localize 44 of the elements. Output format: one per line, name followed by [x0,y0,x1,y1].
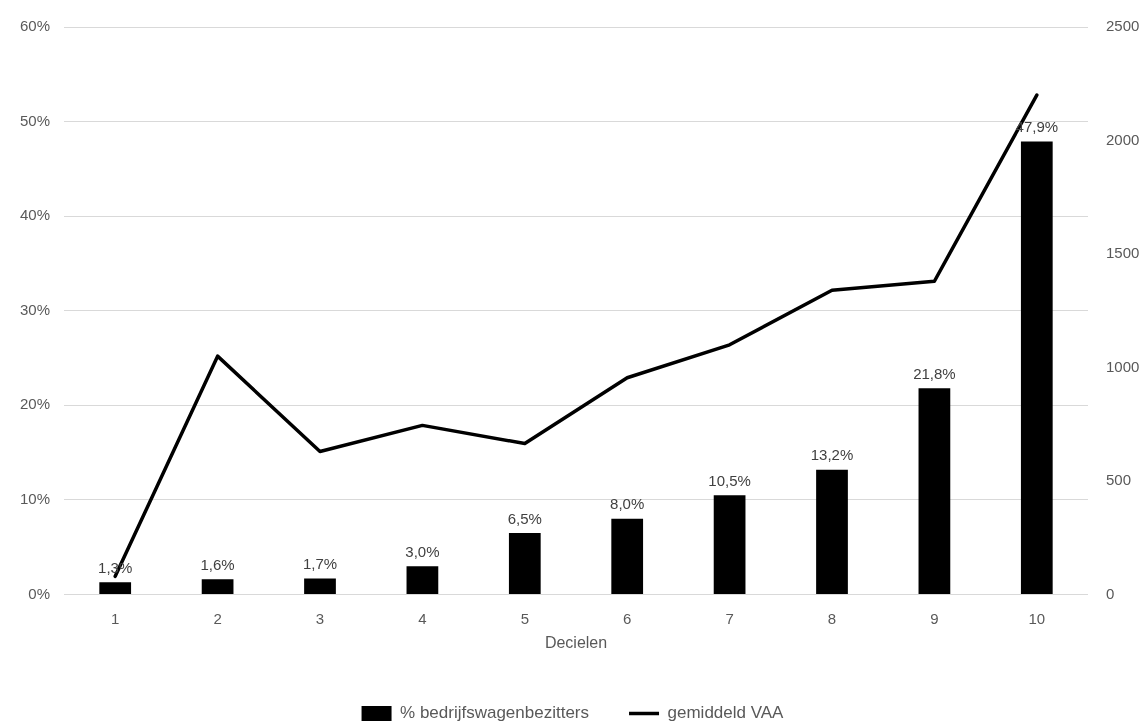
x-tick-label: 9 [930,609,939,627]
y-tick-label: 10% [19,490,50,508]
legend-label: gemiddeld VAA [667,703,785,723]
x-tick-label: 2 [213,609,222,627]
bar [918,388,951,594]
x-tick-label: 8 [827,609,837,627]
data-label: 1,6% [200,556,235,574]
y-tick-label: 20% [19,395,50,413]
y-tick-label: 60% [19,17,50,35]
bar [508,533,541,594]
x-tick-label: 6 [623,609,632,627]
bar [816,469,848,594]
data-label: 8,0% [610,495,645,513]
y-tick-label: 40% [19,206,50,224]
y-tick-label: 0% [28,584,50,602]
y-tick-label: 30% [19,300,50,318]
x-axis-title: Decielen [544,633,608,651]
legend-label: % bedrijfswagenbezitters [400,703,590,723]
bar [713,495,746,594]
y2-tick-label: 0 [1106,584,1115,602]
y2-tick-label: 1000 [1106,357,1140,375]
x-tick-label: 4 [418,609,427,627]
x-tick-label: 3 [315,609,325,627]
bar [406,566,439,594]
data-label: 10,5% [708,471,751,489]
data-label: 6,5% [507,509,542,527]
y2-tick-label: 2000 [1106,130,1140,148]
bar [1020,141,1053,594]
y-tick-label: 50% [19,111,50,129]
bar [304,578,336,594]
data-label: 13,2% [810,446,854,464]
y2-tick-label: 500 [1106,471,1132,489]
x-tick-label: 1 [111,609,120,627]
data-label: 21,8% [913,364,956,382]
bar [611,518,644,594]
bar [99,582,132,594]
x-tick-label: 10 [1028,609,1046,627]
x-tick-label: 7 [725,609,734,627]
bar [201,579,234,594]
y2-tick-label: 2500 [1106,17,1140,35]
y2-tick-label: 1500 [1106,244,1140,262]
x-tick-label: 5 [520,609,529,627]
data-label: 1,7% [302,555,338,573]
data-label: 3,0% [405,542,440,560]
